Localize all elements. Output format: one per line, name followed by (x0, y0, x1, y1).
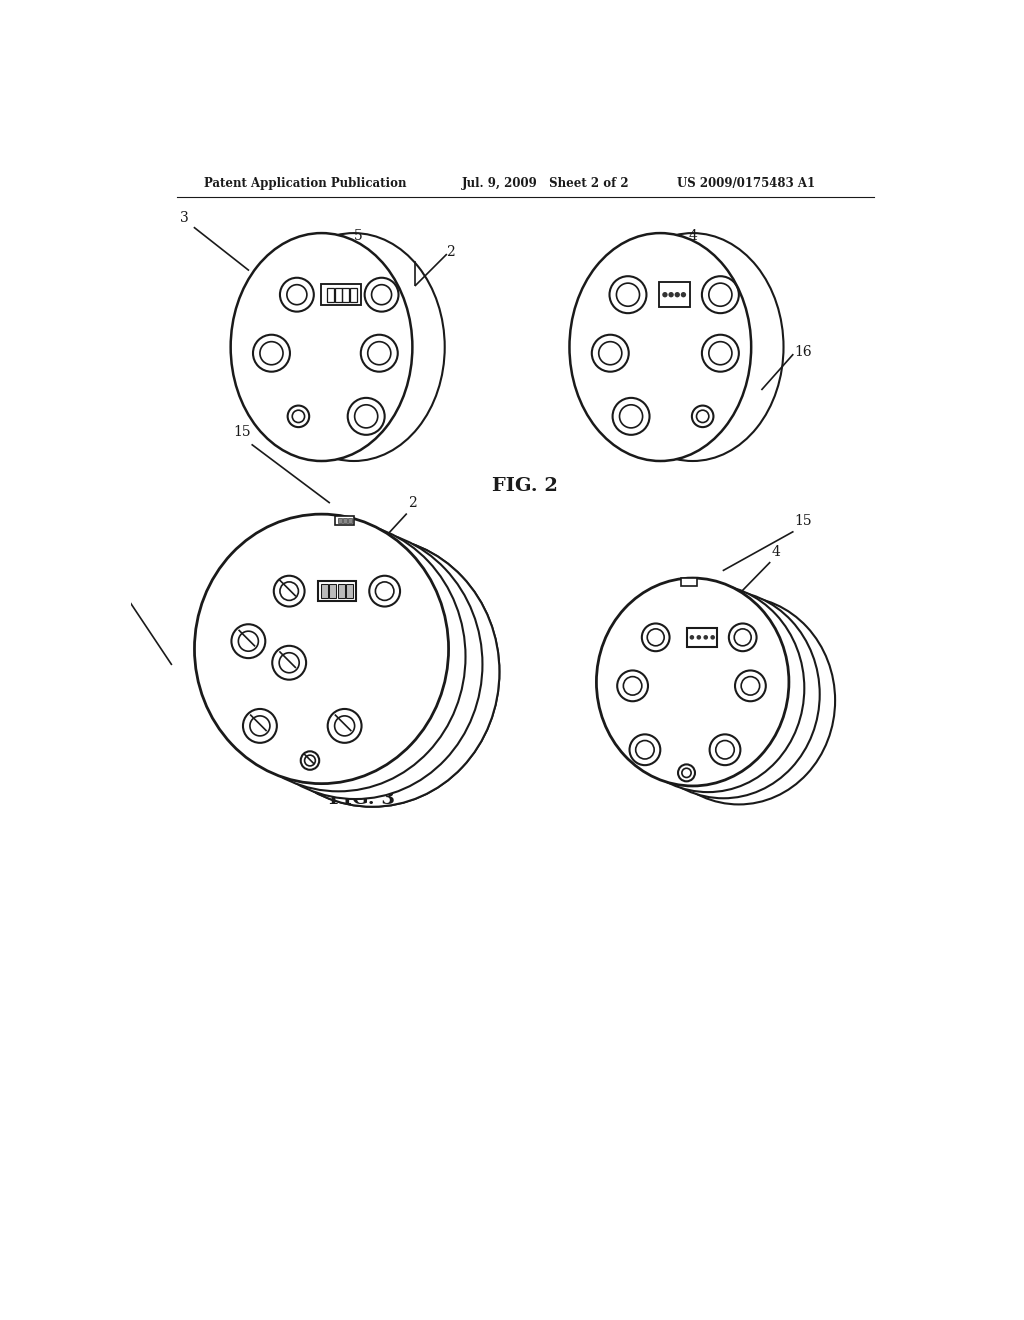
Text: 2: 2 (408, 496, 417, 511)
Circle shape (681, 292, 686, 297)
Ellipse shape (611, 585, 804, 792)
Circle shape (669, 292, 674, 297)
Text: 3: 3 (180, 211, 189, 226)
Ellipse shape (628, 590, 819, 799)
Bar (681, 578, 696, 586)
Text: Jul. 9, 2009   Sheet 2 of 2: Jul. 9, 2009 Sheet 2 of 2 (462, 177, 630, 190)
Ellipse shape (246, 537, 500, 807)
Bar (321, 585, 328, 598)
Text: 15: 15 (795, 513, 812, 528)
Text: Patent Application Publication: Patent Application Publication (204, 177, 407, 190)
Bar (687, 628, 717, 647)
Ellipse shape (263, 234, 444, 461)
Bar (327, 288, 334, 302)
Ellipse shape (211, 521, 466, 792)
Ellipse shape (643, 597, 836, 804)
Text: 15: 15 (233, 425, 251, 440)
Bar (330, 585, 336, 598)
Circle shape (663, 292, 668, 297)
Bar (342, 288, 349, 302)
Circle shape (711, 635, 715, 640)
Bar (336, 516, 354, 525)
Text: US 2009/0175483 A1: US 2009/0175483 A1 (677, 177, 815, 190)
Circle shape (696, 635, 701, 640)
Text: 2: 2 (446, 244, 455, 259)
Text: FIG. 2: FIG. 2 (492, 477, 558, 495)
Text: 16: 16 (813, 669, 831, 682)
Text: 5: 5 (354, 230, 362, 243)
Ellipse shape (246, 537, 500, 807)
Bar (338, 585, 345, 598)
Ellipse shape (230, 234, 413, 461)
Bar (317, 581, 356, 601)
Text: 4: 4 (771, 545, 780, 558)
Ellipse shape (569, 234, 752, 461)
Ellipse shape (195, 515, 449, 784)
Text: 16: 16 (795, 346, 812, 359)
Bar (343, 517, 347, 523)
Circle shape (689, 635, 694, 640)
Ellipse shape (602, 234, 783, 461)
Circle shape (675, 292, 680, 297)
Text: 4: 4 (689, 230, 697, 243)
Text: FIG. 3: FIG. 3 (329, 791, 394, 808)
Circle shape (703, 635, 708, 640)
Bar (321, 284, 360, 305)
Bar (658, 282, 689, 308)
Ellipse shape (228, 529, 482, 799)
Bar (335, 288, 342, 302)
Bar (348, 517, 352, 523)
Bar (338, 517, 342, 523)
Bar (350, 288, 357, 302)
Bar (346, 585, 353, 598)
Ellipse shape (596, 578, 788, 785)
